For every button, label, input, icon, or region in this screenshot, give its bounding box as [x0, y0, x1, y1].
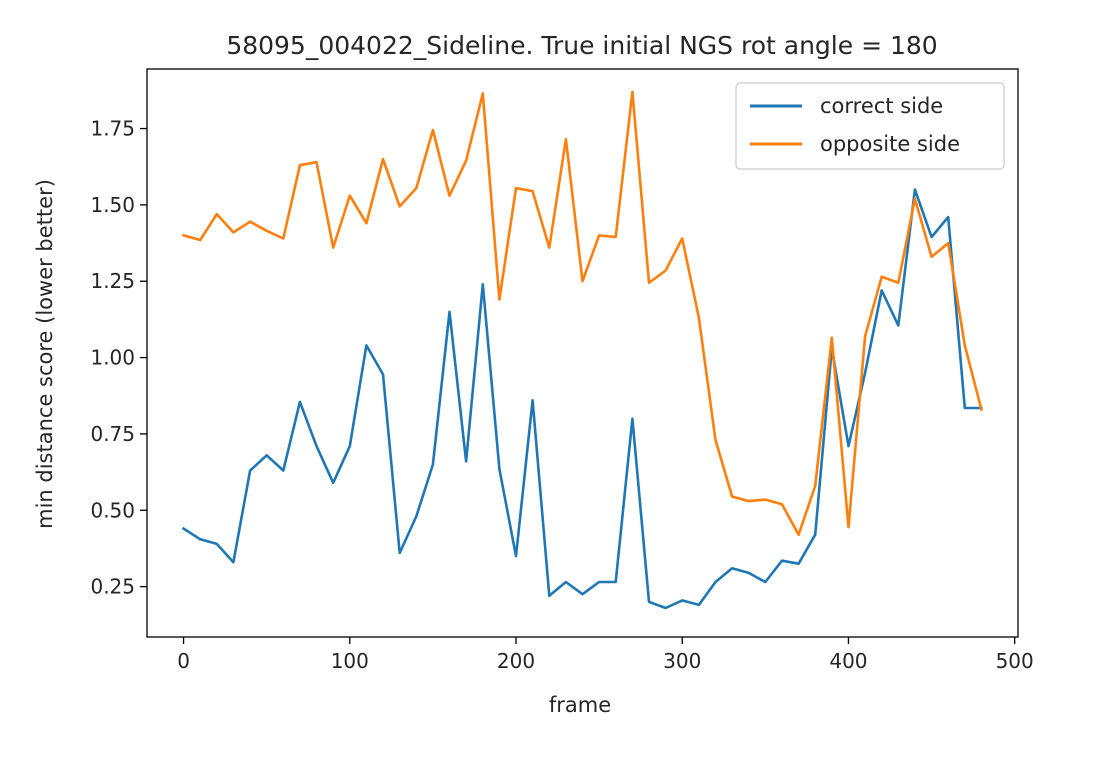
x-tick-label: 100 [331, 649, 369, 673]
x-tick-label: 500 [996, 649, 1034, 673]
plot-area: 0 100 200 300 400 500 0.25 0.50 0.75 1.00 1.25 1.50… [90, 68, 1034, 673]
legend-label-opposite-side: opposite side [820, 132, 960, 156]
y-tick-label: 0.50 [90, 498, 135, 522]
legend: correct side opposite side [735, 82, 1005, 170]
legend-label-correct-side: correct side [820, 94, 943, 118]
y-tick-label: 1.25 [90, 269, 135, 293]
x-tick-label: 200 [497, 649, 535, 673]
y-tick-label: 0.75 [90, 422, 135, 446]
y-tick-label: 1.75 [90, 117, 135, 141]
y-tick-label: 1.50 [90, 193, 135, 217]
x-axis-label: frame [549, 693, 611, 717]
series-line-correct-side [181, 188, 983, 610]
y-tick-label: 0.25 [90, 575, 135, 599]
axes-frame [146, 68, 1019, 638]
chart-title: 58095_004022_Sideline. True initial NGS … [226, 31, 937, 60]
x-tick-label: 400 [829, 649, 867, 673]
x-tick-label: 0 [177, 649, 190, 673]
x-tick-label: 300 [663, 649, 701, 673]
series-line-opposite-side [182, 90, 983, 537]
y-tick-label: 1.00 [90, 346, 135, 370]
y-axis-label: min distance score (lower better) [33, 179, 57, 529]
legend-box [735, 82, 1005, 170]
